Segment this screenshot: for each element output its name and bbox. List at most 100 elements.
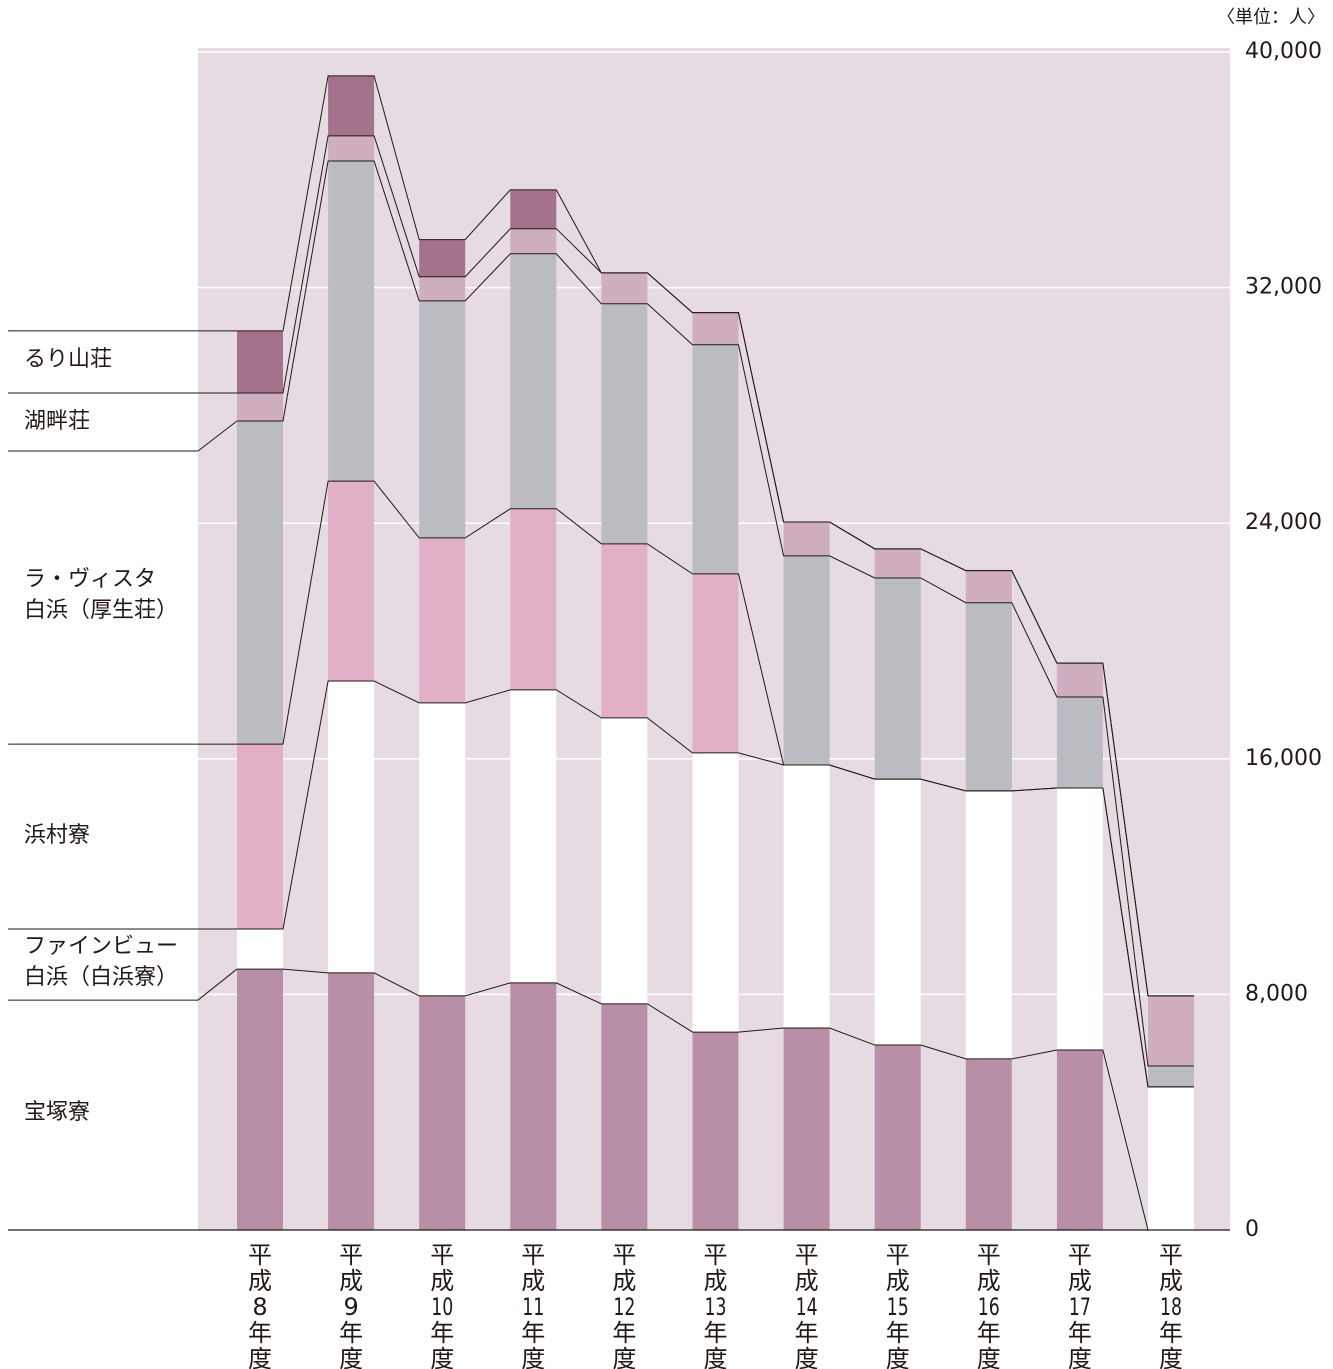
y-tick-label: 40,000 bbox=[1245, 39, 1322, 64]
bar-segment bbox=[237, 393, 283, 422]
x-label-char: 平 bbox=[704, 1241, 728, 1269]
x-label-char: 年 bbox=[704, 1319, 728, 1347]
bar-segment bbox=[783, 522, 830, 556]
bar-segment bbox=[874, 577, 921, 780]
legend-line: ラ・ヴィスタ bbox=[24, 567, 156, 592]
bar-segment bbox=[510, 189, 557, 229]
x-label-char: 年 bbox=[1159, 1319, 1183, 1347]
bar-segment bbox=[237, 929, 283, 970]
bar-segment bbox=[1148, 1065, 1194, 1087]
x-label-char: 15 bbox=[887, 1293, 909, 1321]
legend-label: 湖畔荘 bbox=[24, 409, 90, 434]
x-label-char: 14 bbox=[796, 1293, 818, 1321]
leader-line bbox=[8, 420, 238, 452]
x-label-char: 年 bbox=[886, 1319, 910, 1347]
x-label-char: 平 bbox=[795, 1241, 819, 1269]
x-label-char: 11 bbox=[522, 1293, 544, 1321]
x-tick-label: 平成 12 年度 bbox=[612, 1241, 636, 1369]
bar-segment bbox=[692, 752, 739, 1033]
bar-segment bbox=[965, 1058, 1012, 1230]
x-tick-label: 平成 18 年度 bbox=[1159, 1241, 1183, 1369]
y-tick-label: 32,000 bbox=[1245, 275, 1322, 300]
bar-segment bbox=[510, 508, 557, 690]
y-tick-label: 0 bbox=[1245, 1217, 1259, 1242]
legend-line: るり山荘 bbox=[24, 347, 112, 372]
legend-label: ラ・ヴィスタ白浜（厚生荘） bbox=[24, 567, 178, 623]
bar-segment bbox=[692, 344, 739, 574]
x-tick-label: 平成 13 年度 bbox=[704, 1241, 728, 1369]
bar-segment bbox=[692, 1032, 739, 1230]
bar-segment bbox=[874, 1045, 921, 1230]
x-label-char: 平 bbox=[886, 1241, 910, 1269]
bar-segment bbox=[601, 717, 648, 1004]
x-label-char: 年 bbox=[248, 1319, 272, 1347]
legend-label: 宝塚寮 bbox=[24, 1100, 90, 1125]
x-tick-label: 平成 8 年度 bbox=[248, 1241, 272, 1369]
x-label-char: 平 bbox=[977, 1241, 1001, 1269]
bar-segment bbox=[419, 239, 466, 277]
x-label-char: 年 bbox=[430, 1319, 454, 1347]
legend-line: 宝塚寮 bbox=[24, 1100, 90, 1125]
bar-segment bbox=[328, 160, 375, 482]
legend-line: 浜村寮 bbox=[24, 823, 90, 848]
x-label-char: 16 bbox=[978, 1293, 1000, 1321]
x-tick-label: 平成 16 年度 bbox=[977, 1241, 1001, 1369]
legend-label: 浜村寮 bbox=[24, 823, 90, 848]
x-label-char: 度 bbox=[886, 1345, 910, 1369]
bar-segment bbox=[601, 543, 648, 718]
bar-segment bbox=[237, 330, 283, 394]
bar-segment bbox=[783, 764, 830, 1028]
x-label-char: 度 bbox=[977, 1345, 1001, 1369]
legend-line: ファインビュー bbox=[24, 934, 178, 959]
x-label-char: 成 bbox=[1159, 1267, 1183, 1295]
bar-segment bbox=[1056, 1050, 1103, 1230]
x-label-char: 平 bbox=[521, 1241, 545, 1269]
x-label-char: 年 bbox=[339, 1319, 363, 1347]
bar-segment bbox=[692, 573, 739, 753]
x-label-char: 度 bbox=[248, 1345, 272, 1369]
x-label-char: 成 bbox=[886, 1267, 910, 1295]
bar-segment bbox=[419, 537, 466, 703]
bar-segment bbox=[783, 555, 830, 765]
unit-label: 〈単位：人〉 bbox=[1217, 7, 1325, 28]
x-label-char: 度 bbox=[339, 1345, 363, 1369]
legend-line: 湖畔荘 bbox=[24, 409, 90, 434]
x-label-char: 平 bbox=[1159, 1241, 1183, 1269]
x-label-char: 度 bbox=[704, 1345, 728, 1369]
bar-segment bbox=[419, 702, 466, 996]
bar-segment bbox=[237, 969, 283, 1230]
x-label-char: 年 bbox=[612, 1319, 636, 1347]
x-label-char: 成 bbox=[339, 1267, 363, 1295]
x-tick-label: 平成 9 年度 bbox=[339, 1241, 363, 1369]
x-label-char: 成 bbox=[430, 1267, 454, 1295]
bar-segment bbox=[1148, 995, 1194, 1066]
bar-segment bbox=[328, 972, 375, 1230]
legend-line: 白浜（白浜寮） bbox=[24, 965, 178, 990]
x-label-char: 年 bbox=[521, 1319, 545, 1347]
x-label-char: 17 bbox=[1069, 1293, 1091, 1321]
x-tick-label: 平成 15 年度 bbox=[886, 1241, 910, 1369]
bar-segment bbox=[328, 75, 375, 136]
connector-line bbox=[237, 968, 1194, 1231]
x-tick-label: 平成 10 年度 bbox=[430, 1241, 454, 1369]
bar-segment bbox=[1056, 696, 1103, 788]
x-label-char: 成 bbox=[795, 1267, 819, 1295]
x-label-char: 度 bbox=[612, 1345, 636, 1369]
bar-segment bbox=[874, 548, 921, 578]
x-tick-label: 平成 14 年度 bbox=[795, 1241, 819, 1369]
x-label-char: 成 bbox=[977, 1267, 1001, 1295]
bar-segment bbox=[510, 253, 557, 509]
connector-line bbox=[237, 480, 1194, 1088]
bar-segment bbox=[965, 790, 1012, 1059]
x-label-char: 12 bbox=[613, 1293, 635, 1321]
x-label-char: 年 bbox=[1068, 1319, 1092, 1347]
bar-segment bbox=[601, 1003, 648, 1230]
x-label-char: 9 bbox=[343, 1293, 358, 1321]
connector-line bbox=[237, 75, 1194, 997]
x-label-char: 13 bbox=[705, 1293, 727, 1321]
x-label-char: 成 bbox=[248, 1267, 272, 1295]
bar-segment bbox=[237, 744, 283, 930]
legend-label: るり山荘 bbox=[24, 347, 112, 372]
x-label-char: 度 bbox=[430, 1345, 454, 1369]
